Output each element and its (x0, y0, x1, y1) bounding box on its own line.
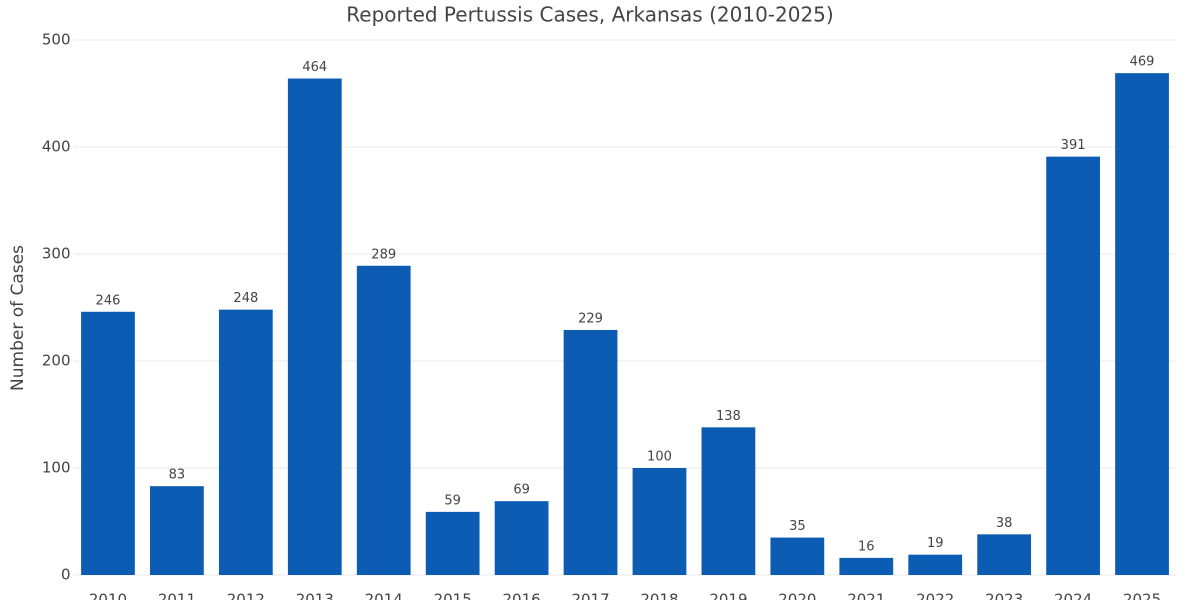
x-tick-label: 2020 (778, 591, 816, 600)
bar (1115, 73, 1169, 576)
y-tick-label: 100 (42, 459, 71, 477)
bar (287, 78, 342, 576)
value-label: 248 (233, 291, 258, 306)
value-label: 229 (578, 311, 603, 326)
value-label: 100 (647, 450, 672, 465)
x-tick-label: 2022 (916, 591, 954, 600)
bar (494, 501, 549, 575)
x-tick-label: 2017 (571, 591, 609, 600)
x-tick-label: 2012 (227, 591, 265, 600)
bar (701, 427, 756, 575)
value-label: 469 (1130, 55, 1155, 70)
bar (770, 537, 825, 575)
value-label: 69 (513, 483, 530, 498)
x-tick-label: 2018 (640, 591, 678, 600)
bar (908, 554, 963, 575)
x-tick-label: 2015 (434, 591, 472, 600)
bar (81, 311, 135, 575)
x-tick-label: 2019 (709, 591, 747, 600)
x-tick-label: 2021 (847, 591, 885, 600)
value-label: 391 (1061, 138, 1086, 153)
value-label: 138 (716, 409, 741, 424)
value-label: 16 (858, 539, 875, 554)
x-tick-label: 2013 (296, 591, 334, 600)
bar (839, 557, 894, 575)
value-label: 289 (371, 247, 396, 262)
x-tick-label: 2011 (158, 591, 196, 600)
value-label: 19 (927, 536, 944, 551)
x-tick-label: 2010 (89, 591, 127, 600)
x-tick-label: 2016 (503, 591, 541, 600)
bar (632, 468, 687, 575)
y-axis-label: Number of Cases (8, 245, 28, 391)
x-tick-label: 2023 (985, 591, 1023, 600)
value-label: 35 (789, 519, 806, 534)
value-label: 83 (169, 468, 186, 483)
y-tick-label: 200 (42, 352, 71, 370)
bar (563, 329, 618, 575)
y-tick-label: 0 (61, 566, 71, 584)
value-label: 464 (302, 60, 327, 75)
bar (977, 534, 1032, 575)
x-tick-label: 2014 (365, 591, 403, 600)
bar (1046, 156, 1100, 575)
value-label: 59 (444, 493, 461, 508)
x-tick-label: 2025 (1123, 591, 1161, 600)
bar (218, 309, 273, 575)
y-tick-label: 500 (42, 31, 71, 49)
y-tick-label: 300 (42, 245, 71, 263)
y-tick-label: 400 (42, 138, 71, 156)
value-label: 246 (96, 293, 121, 308)
x-tick-label: 2024 (1054, 591, 1092, 600)
value-label: 38 (996, 516, 1013, 531)
chart-title: Reported Pertussis Cases, Arkansas (2010… (346, 3, 833, 27)
bar (150, 486, 204, 575)
bar (356, 265, 411, 575)
bar (425, 511, 480, 575)
